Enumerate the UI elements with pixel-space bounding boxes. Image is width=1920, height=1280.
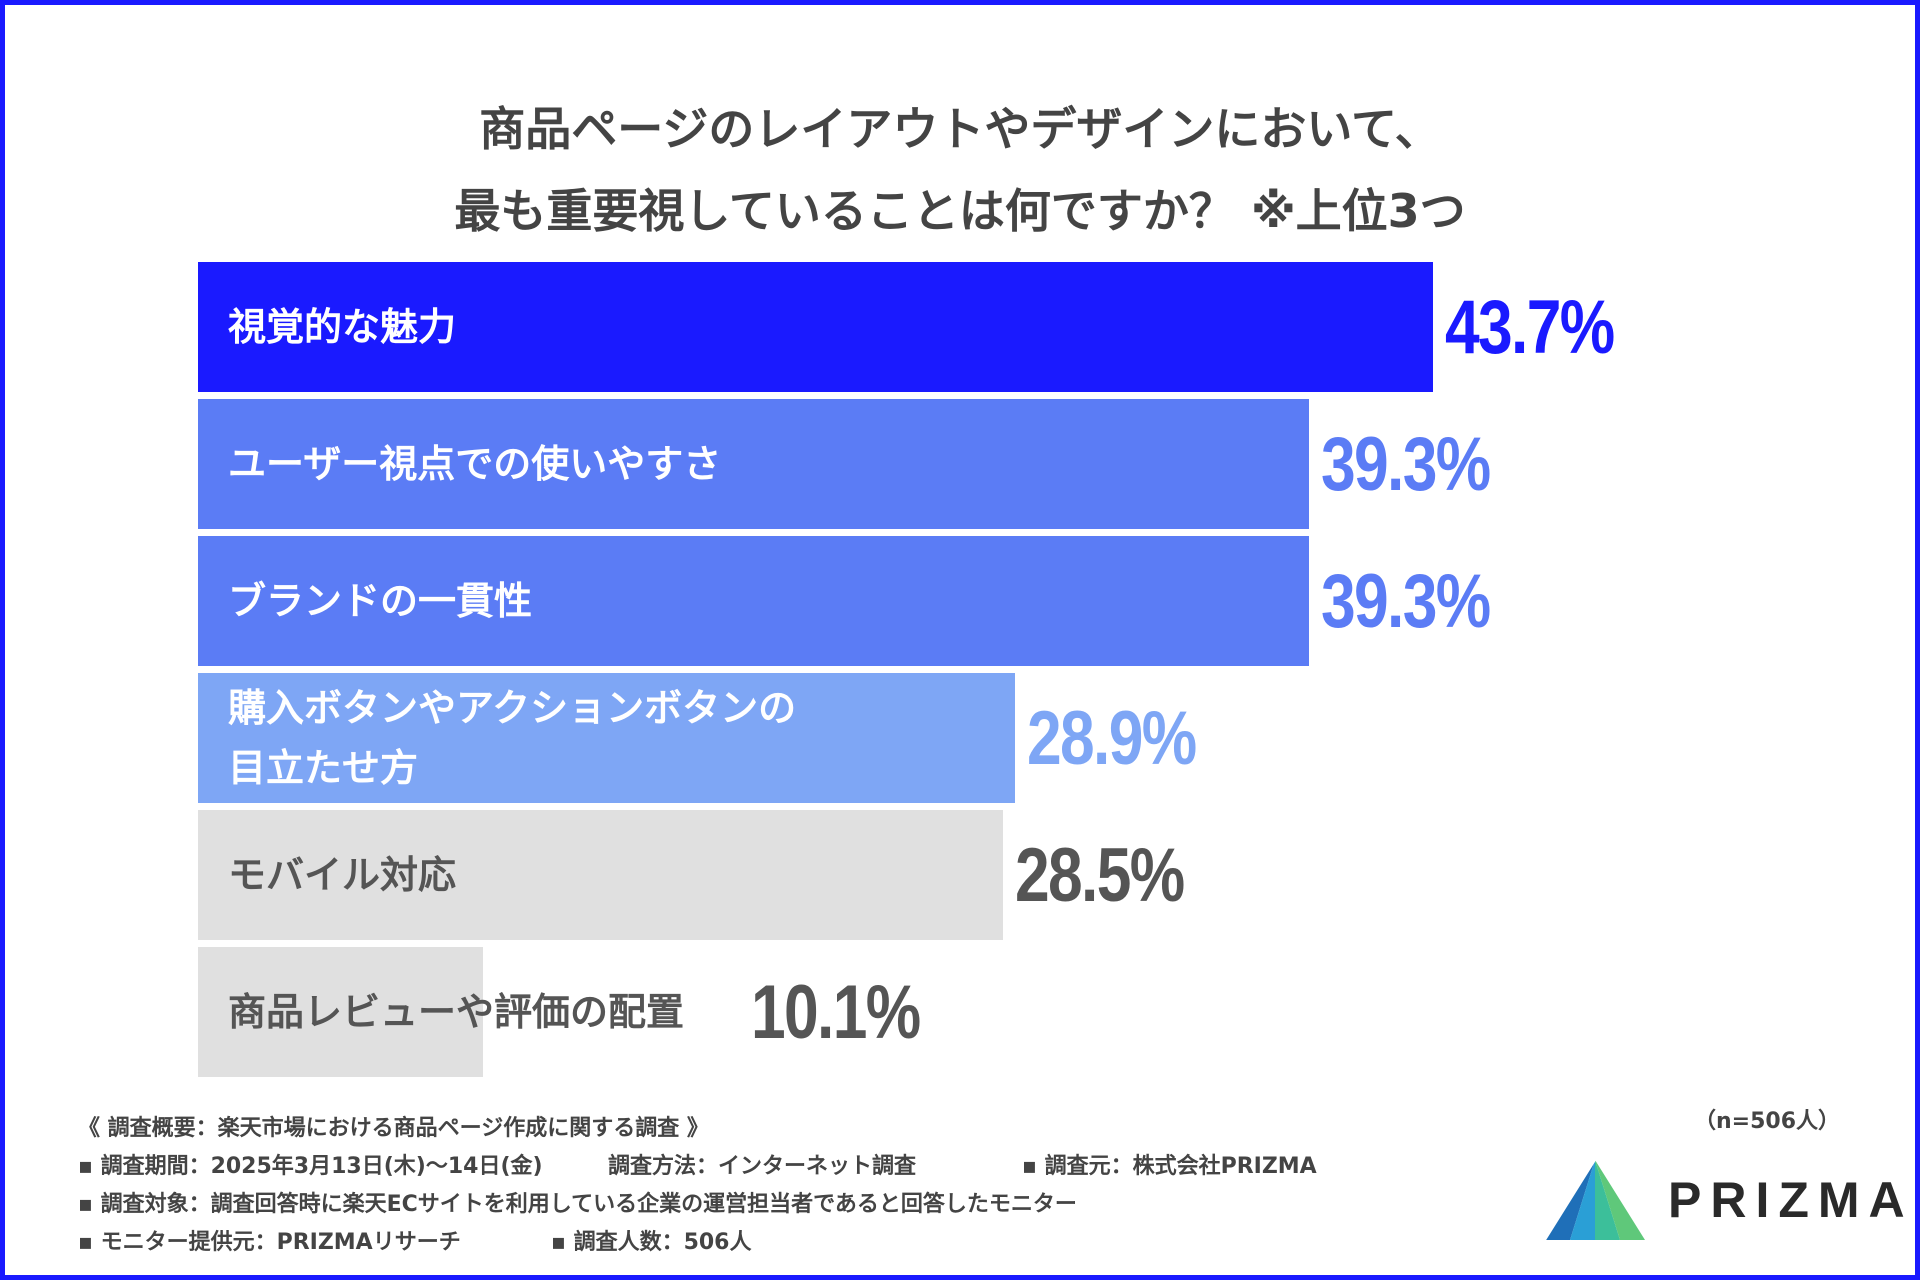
footnote-target: ▪ 調査対象：調査回答時に楽天ECサイトを利用している企業の運営担当者であると回… [78,1192,1077,1217]
footnote-provider: ▪ モニター提供元：PRIZMAリサーチ [78,1230,461,1255]
bar-1 [198,262,1433,392]
bar-label-2: ユーザー視点での使いやすさ [228,442,722,486]
bar-label-5: モバイル対応 [228,853,457,897]
bar-2 [198,399,1309,529]
bar-5 [198,810,1003,940]
bar-6 [198,947,483,1077]
chart-title: 商品ページのレイアウトやデザインにおいて、 最も重要視していることは何ですか？ … [0,88,1920,252]
chart-title-line-1: 商品ページのレイアウトやデザインにおいて、 [479,102,1441,156]
prizma-logo-text: PRIZMA [1668,1172,1914,1228]
bar-4 [198,673,1015,803]
footnote-period: ▪ 調査期間：2025年3月13日(木)〜14日(金) [78,1154,543,1179]
bar-value-4: 28.9% [1027,695,1197,781]
bar-value-5: 28.5% [1015,832,1185,918]
footnote-count: ▪ 調査人数：506人 [551,1230,752,1255]
bar-label-3: ブランドの一貫性 [228,579,533,623]
footnote-source: ▪ 調査元：株式会社PRIZMA [1022,1154,1317,1179]
bar-value-2: 39.3% [1321,421,1491,507]
bar-3 [198,536,1309,666]
bar-value-6: 10.1% [751,969,921,1055]
sample-size: （n=506人） [1694,1109,1841,1134]
footnote-heading: 《 調査概要：楽天市場における商品ページ作成に関する調査 》 [78,1116,709,1141]
prizma-logo-mark-icon [1544,1159,1645,1241]
bar-label-4: 購入ボタンやアクションボタンの 目立たせ方 [228,686,797,790]
bar-label-6: 商品レビューや評価の配置 [228,990,685,1034]
bar-value-3: 39.3% [1321,558,1491,644]
prizma-logo: PRIZMA [1540,1155,1914,1245]
bar-value-1: 43.7% [1445,284,1615,370]
chart-title-line-2: 最も重要視していることは何ですか？ ※上位3つ [454,184,1466,238]
bar-label-1: 視覚的な魅力 [228,305,457,349]
footnote-method: 調査方法：インターネット調査 [608,1154,917,1179]
survey-footnotes: 《 調査概要：楽天市場における商品ページ作成に関する調査 》 ▪ 調査期間：20… [78,1110,1317,1262]
bar-chart: 視覚的な魅力 43.7% ユーザー視点での使いやすさ 39.3% ブランドの一貫性 39.… [198,262,1798,1082]
